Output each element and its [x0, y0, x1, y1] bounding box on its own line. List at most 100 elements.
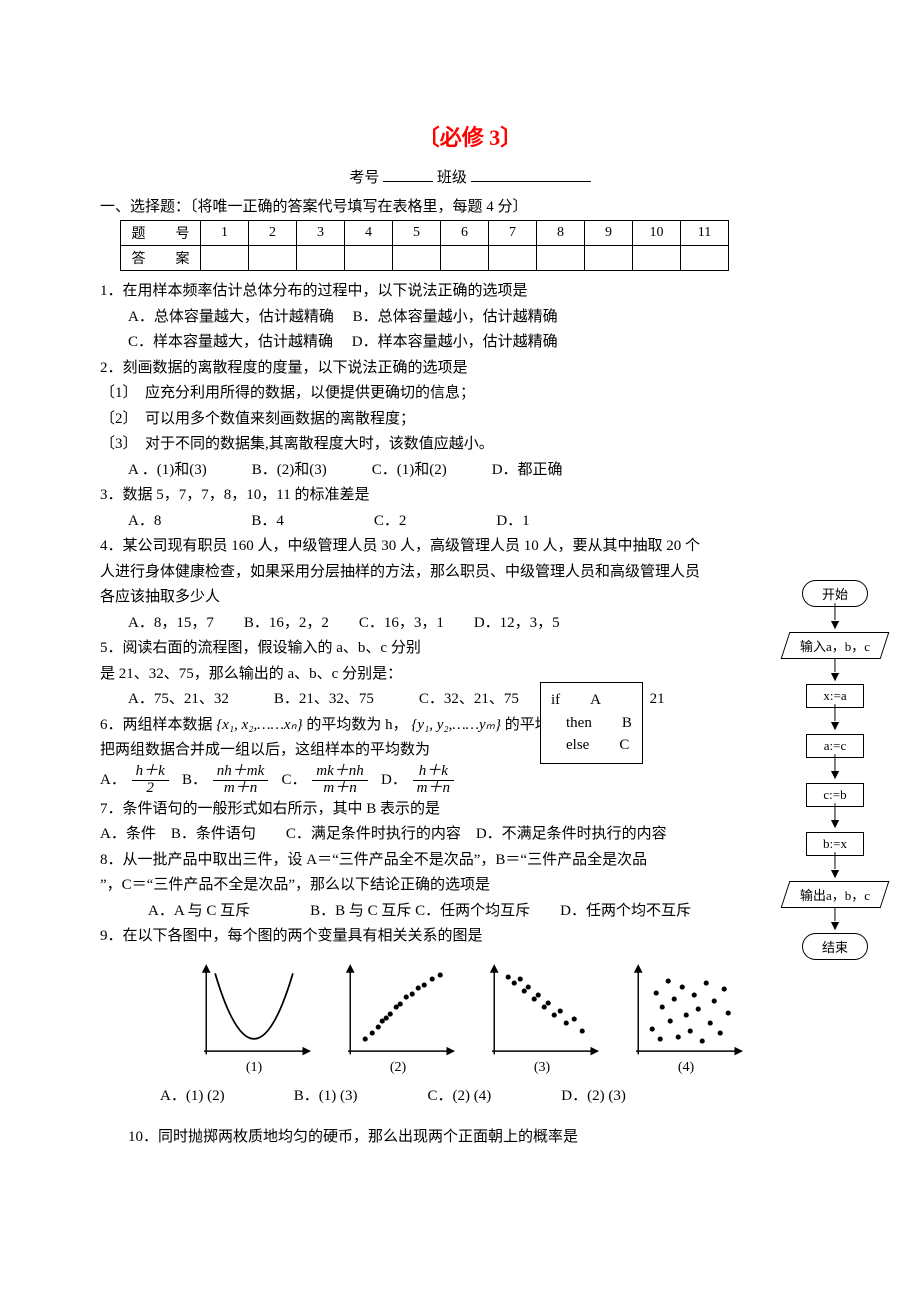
label-examnum: 考号	[349, 170, 379, 186]
col-10: 10	[633, 221, 681, 246]
q6-C: C．	[282, 772, 307, 788]
q2-s3: 〔3〕 对于不同的数据集,其离散程度大时，该数值应越小。	[100, 432, 840, 458]
q3-opts: A．8 B．4 C．2 D．1	[100, 509, 840, 535]
q2-s2: 〔2〕 可以用多个数值来刻画数据的离散程度；	[100, 407, 840, 433]
table-row: 题 号 1 2 3 4 5 6 7 8 9 10 11	[121, 221, 729, 246]
fc-output: 输出a，b，c	[781, 881, 890, 908]
frac1-num: h＋k	[132, 764, 169, 781]
ans-cell	[393, 246, 441, 271]
fc-step1: x:=a	[806, 684, 864, 708]
fc-step2: a:=c	[806, 734, 864, 758]
frac-4: h＋km＋n	[413, 764, 454, 797]
fc-input: 输入a，b，c	[781, 632, 890, 659]
blank-examnum	[383, 167, 433, 182]
subtitle: 考号 班级	[100, 166, 840, 187]
section1-head: 一、选择题：〔将唯一正确的答案代号填写在表格里，每题 4 分〕	[100, 195, 840, 216]
page-title: 〔必修 3〕	[100, 120, 840, 152]
ans-cell	[201, 246, 249, 271]
cap1: (1)	[189, 1060, 319, 1076]
code-l1: if A	[551, 689, 632, 712]
fc-end: 结束	[802, 933, 868, 960]
q10-stem: 10．同时抛掷两枚质地均匀的硬币，那么出现两个正面朝上的概率是	[100, 1125, 840, 1151]
fc-start: 开始	[802, 580, 868, 607]
cap3: (3)	[477, 1060, 607, 1076]
ans-cell	[633, 246, 681, 271]
q5-l1: 5．阅读右面的流程图，假设输入的 a、b、c 分别	[100, 636, 840, 662]
q6-B: B．	[182, 772, 207, 788]
col-3: 3	[297, 221, 345, 246]
code-l3: else C	[551, 734, 632, 757]
col-5: 5	[393, 221, 441, 246]
chart-1: (1)	[189, 960, 319, 1080]
q2-s1: 〔1〕 应充分利用所得的数据，以便提供更确切的信息；	[100, 381, 840, 407]
q6-mid1: 的平均数为 h，	[306, 717, 407, 733]
arrow-icon: │▼	[770, 659, 900, 684]
q8-opts: A．A 与 C 互斥 B．B 与 C 互斥 C．任两个均互斥 D．任两个均不互斥	[100, 899, 840, 925]
blank-class	[471, 167, 591, 182]
q9-D: D．(2) (3)	[561, 1084, 691, 1105]
q1-A: A．总体容量越大，估计越精确	[128, 309, 334, 325]
yseq: y₁, y₂,……yₘ	[417, 717, 495, 733]
fc-output-text: 输出a，b，c	[800, 885, 870, 904]
q4-l2: 人进行身体健康检查，如果采用分层抽样的方法，那么职员、中级管理人员和高级管理人员	[100, 560, 840, 586]
arrow-icon: │▼	[770, 807, 900, 832]
label-class: 班级	[437, 170, 467, 186]
frac-1: h＋k2	[132, 764, 169, 797]
q9-A: A．(1) (2)	[160, 1084, 290, 1105]
q5-opts: A．75、21、32 B．21、32、75 C．32、21、75 D．75、32…	[100, 687, 840, 713]
row2-label: 答 案	[121, 246, 201, 271]
q6-l1: 6．两组样本数据 {x₁, x₂,……xₙ} 的平均数为 h， {y₁, y₂,…	[100, 713, 840, 739]
q1-D: D．样本容量越小，估计越精确	[352, 334, 558, 350]
col-9: 9	[585, 221, 633, 246]
ans-cell	[681, 246, 729, 271]
frac4-num: h＋k	[413, 764, 454, 781]
fc-step3: c:=b	[806, 783, 864, 807]
brace-close2: }	[495, 717, 501, 733]
fc-step4: b:=x	[806, 832, 864, 856]
ans-cell	[249, 246, 297, 271]
q8-l1: 8．从一批产品中取出三件，设 A＝“三件产品全不是次品”，B＝“三件产品全是次品	[100, 848, 840, 874]
frac-3: mk＋nhm＋n	[312, 764, 368, 797]
col-11: 11	[681, 221, 729, 246]
col-2: 2	[249, 221, 297, 246]
cap2: (2)	[333, 1060, 463, 1076]
q1-stem: 1．在用样本频率估计总体分布的过程中，以下说法正确的选项是	[100, 279, 840, 305]
q1-C: C．样本容量越大，估计越精确	[128, 334, 333, 350]
col-1: 1	[201, 221, 249, 246]
col-8: 8	[537, 221, 585, 246]
flowchart: 开始 │▼ 输入a，b，c │▼ x:=a │▼ a:=c │▼ c:=b │▼…	[770, 580, 900, 960]
col-7: 7	[489, 221, 537, 246]
ans-cell	[441, 246, 489, 271]
frac4-den: m＋n	[413, 781, 454, 797]
frac-2: nh＋mkm＋n	[213, 764, 269, 797]
q6-pre: 6．两组样本数据	[100, 717, 213, 733]
chart-4: (4)	[621, 960, 751, 1080]
q6-D: D．	[381, 772, 407, 788]
arrow-icon: │▼	[770, 607, 900, 632]
frac3-den: m＋n	[312, 781, 368, 797]
q4-opts: A．8，15，7 B．16，2，2 C．16，3，1 D．12，3，5	[100, 611, 840, 637]
q6-A: A．	[100, 772, 126, 788]
q6-l2: 把两组数据合并成一组以后，这组样本的平均数为	[100, 738, 840, 764]
chart-3: (3)	[477, 960, 607, 1080]
cap4: (4)	[621, 1060, 751, 1076]
frac3-num: mk＋nh	[312, 764, 368, 781]
arrow-icon: │▼	[770, 758, 900, 783]
q2-stem: 2．刻画数据的离散程度的度量，以下说法正确的选项是	[100, 356, 840, 382]
q1-B: B．总体容量越小，估计越精确	[353, 309, 558, 325]
q9-opts: A．(1) (2) B．(1) (3) C．(2) (4) D．(2) (3)	[100, 1084, 840, 1105]
brace-close: }	[297, 717, 303, 733]
arrow-icon: │▼	[770, 908, 900, 933]
code-box: if A then B else C	[540, 682, 643, 764]
code-l2: then B	[551, 712, 632, 735]
xseq: x₁, x₂,……xₙ	[222, 717, 296, 733]
q9-B: B．(1) (3)	[294, 1084, 424, 1105]
q2-opts: A ．(1)和(3) B．(2)和(3) C．(1)和(2) D．都正确	[100, 458, 840, 484]
q4-l1: 4．某公司现有职员 160 人，中级管理人员 30 人，高级管理人员 10 人，…	[100, 534, 840, 560]
answer-table: 题 号 1 2 3 4 5 6 7 8 9 10 11 答 案	[120, 220, 729, 271]
q7-stem: 7．条件语句的一般形式如右所示，其中 B 表示的是	[100, 797, 840, 823]
ans-cell	[345, 246, 393, 271]
q8-l2: ”，C＝“三件产品不全是次品”，那么以下结论正确的选项是	[100, 873, 840, 899]
col-6: 6	[441, 221, 489, 246]
ans-cell	[489, 246, 537, 271]
